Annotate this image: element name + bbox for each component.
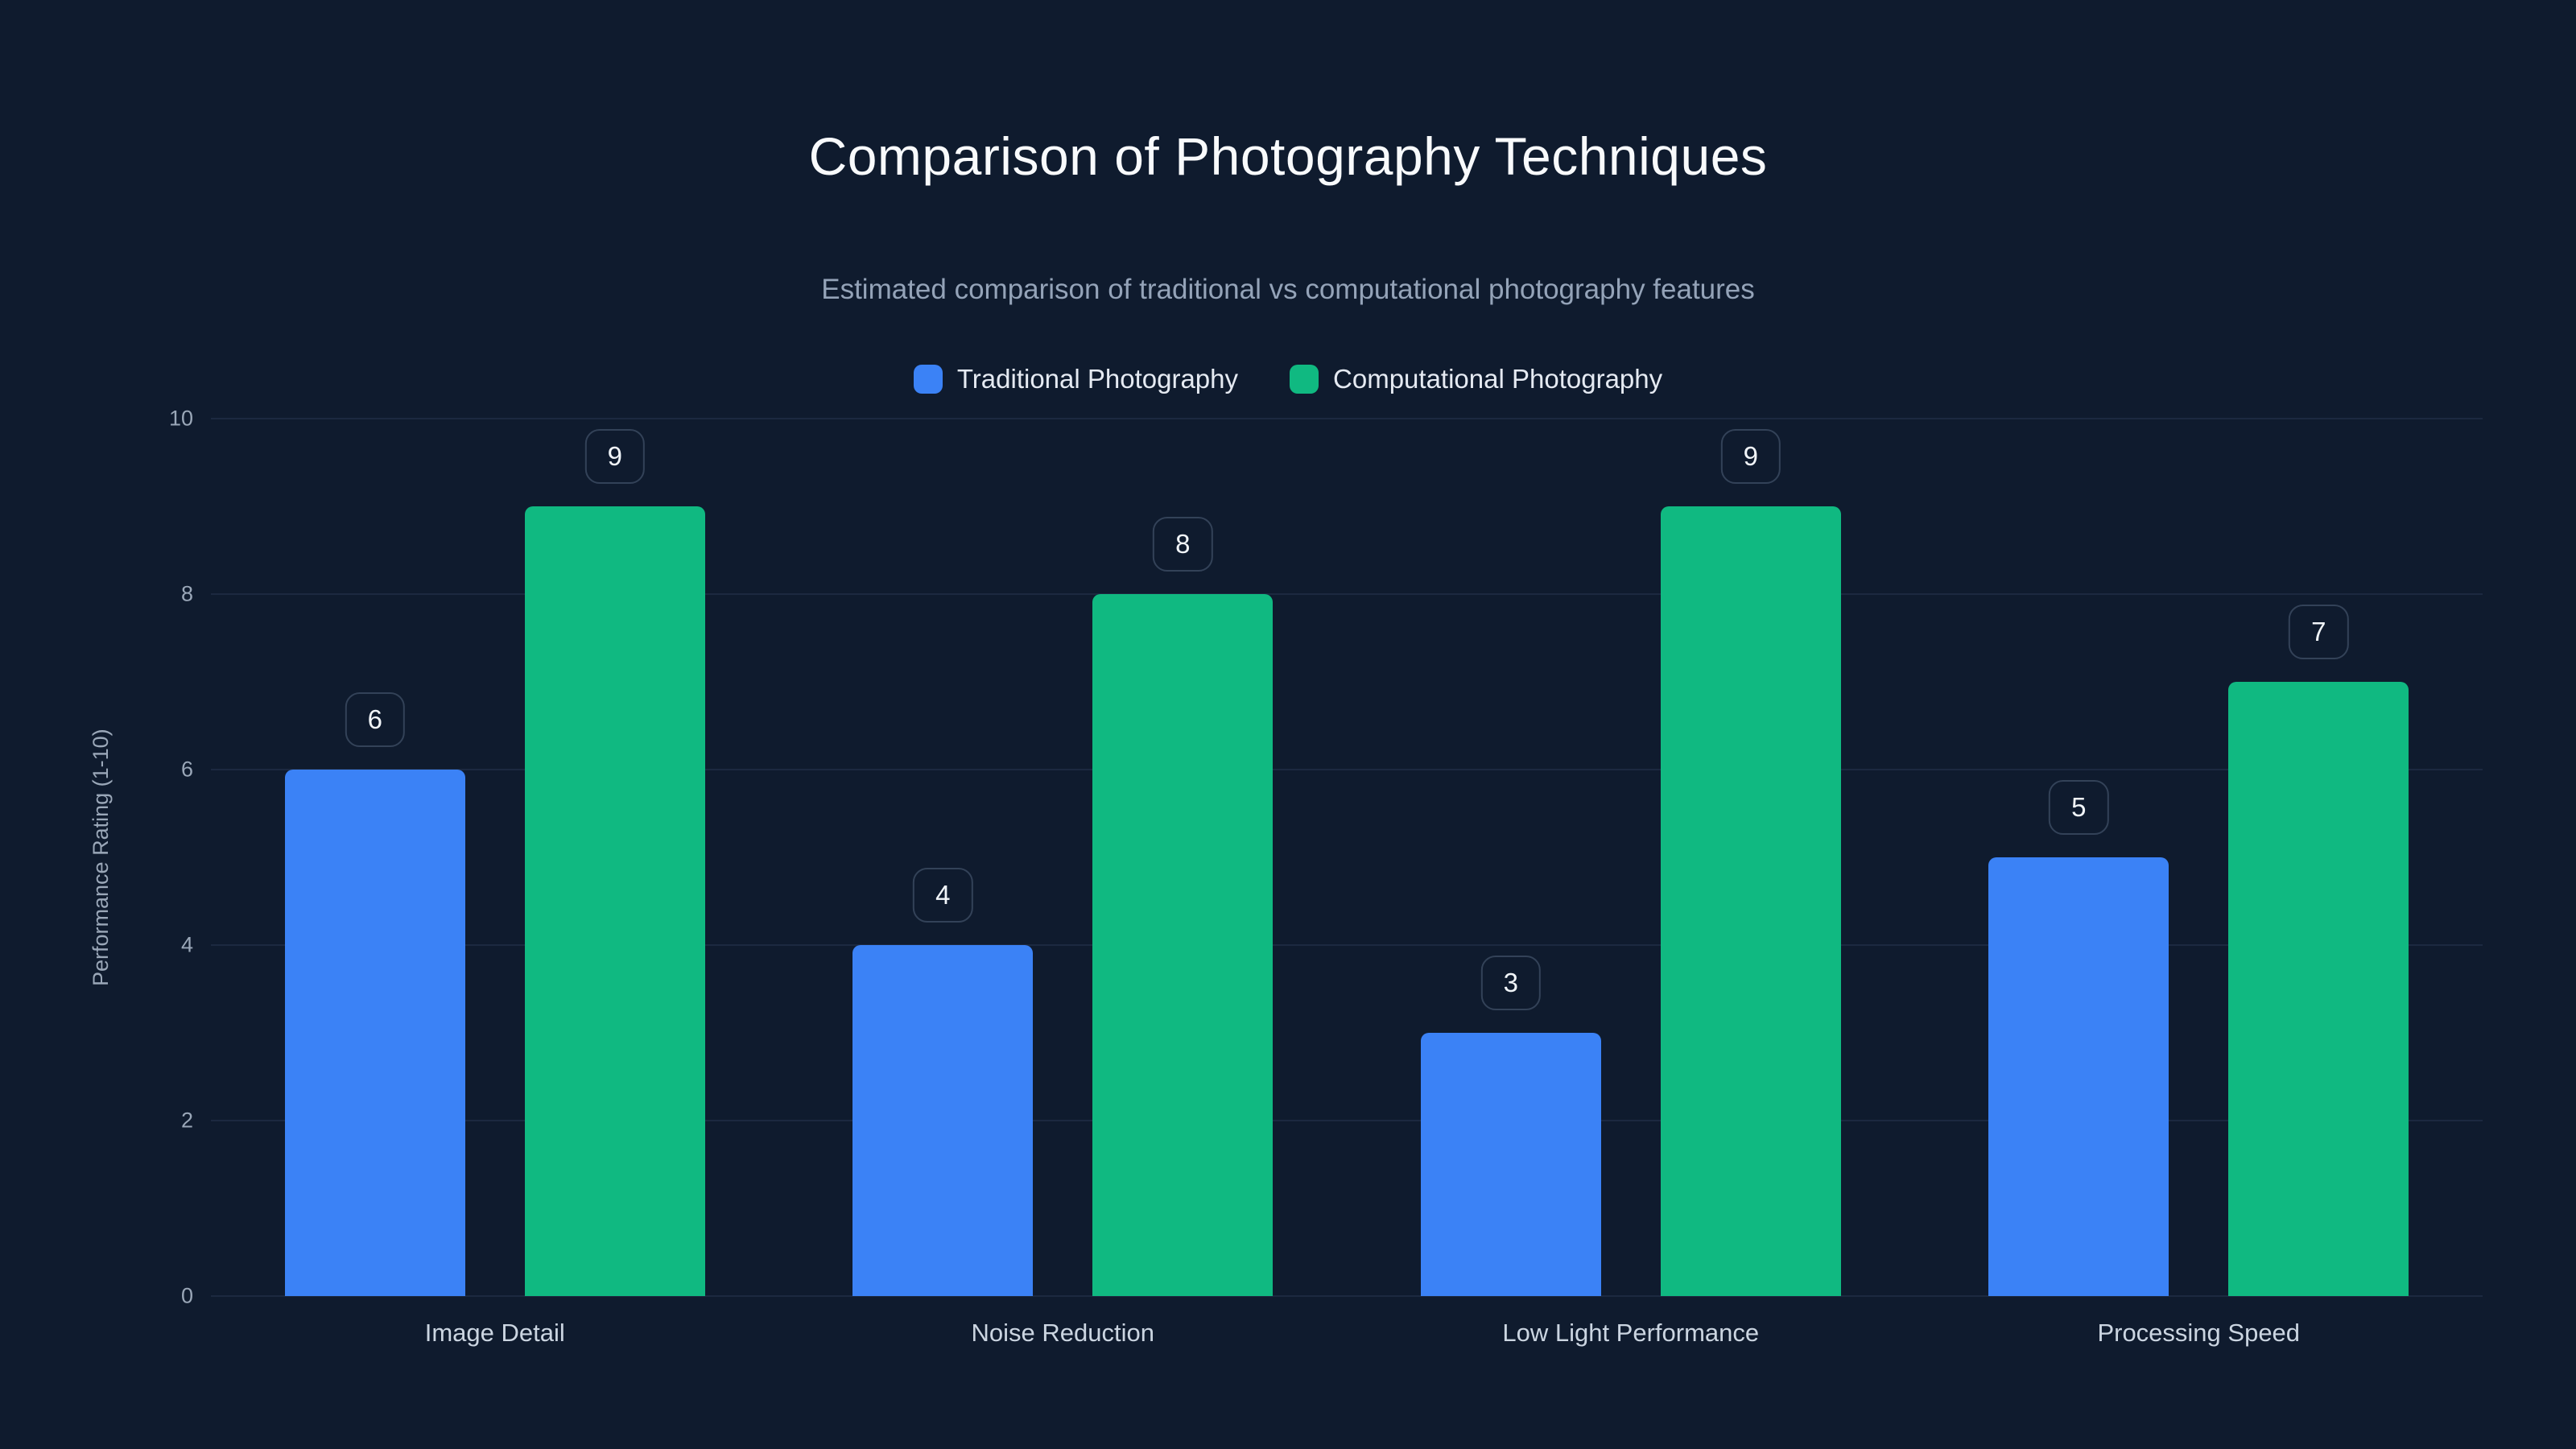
bar-traditional[interactable] xyxy=(852,945,1034,1296)
x-axis-label: Low Light Performance xyxy=(1502,1319,1760,1347)
x-axis-labels: Image Detail Noise Reduction Low Light Per… xyxy=(211,1319,2483,1348)
legend-swatch-traditional-icon xyxy=(913,365,943,394)
legend-label-traditional: Traditional Photography xyxy=(956,364,1239,394)
gridlines xyxy=(211,418,2483,1297)
bar-traditional[interactable] xyxy=(284,770,465,1296)
legend: Traditional Photography Computational Ph… xyxy=(0,364,2576,394)
gridline xyxy=(211,593,2483,595)
y-tick-label: 2 xyxy=(180,1108,193,1133)
value-badge: 8 xyxy=(1153,517,1213,572)
bar-computational[interactable] xyxy=(1660,506,1841,1296)
legend-label-computational: Computational Photography xyxy=(1333,364,1663,394)
bar-traditional[interactable] xyxy=(1420,1033,1601,1296)
y-axis-title: Performance Rating (1-10) xyxy=(89,729,113,986)
bar-slot: 6 xyxy=(284,419,465,1296)
x-axis-label: Noise Reduction xyxy=(971,1319,1154,1347)
value-badge: 3 xyxy=(1480,956,1541,1010)
value-badge: 9 xyxy=(1720,429,1781,484)
bar-computational[interactable] xyxy=(2228,682,2409,1296)
value-badge: 7 xyxy=(2289,605,2349,659)
y-tick-label: 0 xyxy=(180,1283,193,1308)
y-tick-label: 8 xyxy=(180,581,193,606)
gridline xyxy=(211,944,2483,946)
bar-slot: 7 xyxy=(2228,419,2409,1296)
value-badge: 6 xyxy=(345,692,405,747)
gridline xyxy=(211,418,2483,419)
bar-slot: 9 xyxy=(1660,419,1841,1296)
bar-slot: 3 xyxy=(1420,419,1601,1296)
legend-item-computational[interactable]: Computational Photography xyxy=(1290,364,1662,394)
bar-computational[interactable] xyxy=(524,506,705,1296)
y-axis-ticks: 0 2 4 6 8 10 xyxy=(121,407,193,1308)
bar-traditional[interactable] xyxy=(1988,857,2169,1296)
legend-swatch-computational-icon xyxy=(1290,365,1319,394)
y-tick-label: 4 xyxy=(180,932,193,957)
bar-slot: 4 xyxy=(852,419,1034,1296)
bar-computational[interactable] xyxy=(1092,594,1274,1296)
chart-subtitle: Estimated comparison of traditional vs c… xyxy=(821,274,1755,305)
bar-slot: 9 xyxy=(524,419,705,1296)
gridline xyxy=(211,769,2483,770)
y-tick-label: 10 xyxy=(168,406,193,431)
value-badge: 4 xyxy=(913,868,973,923)
value-badge: 9 xyxy=(584,429,645,484)
x-axis-label: Image Detail xyxy=(424,1319,565,1347)
bar-slot: 8 xyxy=(1092,419,1274,1296)
gridline xyxy=(211,1295,2483,1297)
x-axis-label: Processing Speed xyxy=(2097,1319,2301,1347)
value-badge: 5 xyxy=(2049,780,2109,835)
y-tick-label: 6 xyxy=(180,757,193,782)
legend-item-traditional[interactable]: Traditional Photography xyxy=(913,364,1239,394)
gridline xyxy=(211,1120,2483,1121)
chart-title: Comparison of Photography Techniques xyxy=(808,126,1768,187)
bar-slot: 5 xyxy=(1988,419,2169,1296)
